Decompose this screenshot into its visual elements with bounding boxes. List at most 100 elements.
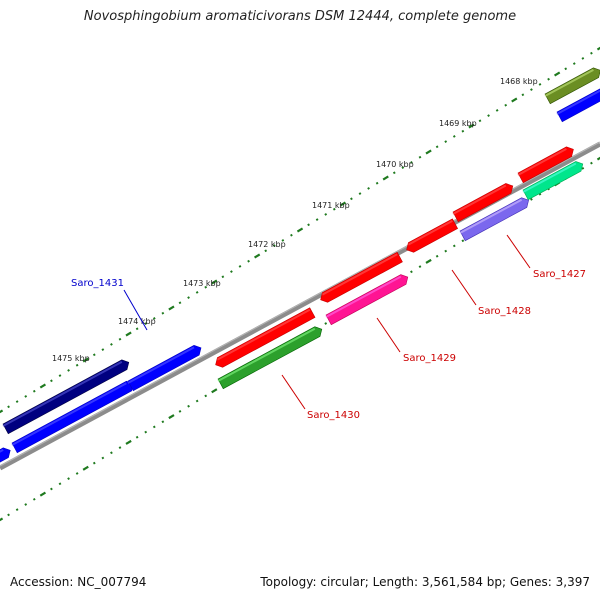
outer-tick xyxy=(211,279,218,285)
outer-tick xyxy=(521,93,525,97)
gene-arrow-green-1430[interactable] xyxy=(217,326,323,390)
inner-tick xyxy=(435,254,439,258)
inner-tick xyxy=(590,161,593,165)
gene-arrow-magenta-1429[interactable] xyxy=(325,274,409,326)
inner-tick xyxy=(101,456,105,460)
map-title: Novosphingobium aromaticivorans DSM 1244… xyxy=(83,9,517,24)
kbp-label-1468: 1468 kbp xyxy=(500,77,538,86)
inner-tick xyxy=(425,258,432,264)
kbp-label-1473: 1473 kbp xyxy=(183,279,221,288)
outer-tick xyxy=(425,149,432,155)
gene-arrow-red-1427b-highlight xyxy=(452,184,507,215)
outer-tick xyxy=(39,383,46,389)
gene-arrow-red-1430-highlight xyxy=(216,308,311,361)
inner-tick xyxy=(161,420,165,424)
inner-tick xyxy=(211,388,218,394)
outer-tick xyxy=(511,97,518,103)
gene-arrow-navy-left[interactable] xyxy=(2,359,130,435)
gene-arrow-red-1429-highlight xyxy=(321,253,398,296)
gene-arrow-green-1430-highlight xyxy=(217,327,316,382)
outer-tick xyxy=(590,51,593,55)
callout-line-saro-1428 xyxy=(451,269,477,306)
gene-arrow-blue-edge[interactable] xyxy=(0,447,11,465)
gene-arrow-olive-highlight xyxy=(544,68,594,97)
kbp-label-1475: 1475 kbp xyxy=(52,354,90,363)
outer-tick xyxy=(495,109,499,112)
gene-arrow-navy-left-highlight xyxy=(2,360,123,427)
gene-label-saro-1428[interactable]: Saro_1428 xyxy=(478,306,531,317)
gene-arrow-blue-right-highlight xyxy=(556,89,600,115)
gene-label-saro-1430[interactable]: Saro_1430 xyxy=(307,410,360,421)
gene-label-saro-1431[interactable]: Saro_1431 xyxy=(71,278,124,289)
gene-arrow-lavender-1428[interactable] xyxy=(459,197,529,242)
outer-tick xyxy=(444,140,448,143)
gene-arrow-red-1428-highlight xyxy=(407,219,453,246)
inner-tick xyxy=(32,497,36,501)
inner-tick xyxy=(152,425,156,429)
outer-tick xyxy=(110,343,113,346)
outer-tick xyxy=(339,201,346,207)
callout-line-saro-1431 xyxy=(123,289,148,331)
outer-tick xyxy=(564,67,568,71)
outer-tick xyxy=(392,171,396,175)
outer-tick xyxy=(221,275,225,279)
outer-tick xyxy=(572,62,576,65)
inner-tick xyxy=(538,192,542,196)
gene-arrow-red-1427a[interactable] xyxy=(517,146,574,184)
inner-tick xyxy=(596,156,600,161)
inner-tick xyxy=(418,265,422,268)
inner-tick xyxy=(58,482,62,486)
inner-tick xyxy=(24,503,28,506)
gene-arrow-magenta-1429-highlight xyxy=(325,275,402,318)
gene-arrow-red-1429[interactable] xyxy=(320,251,403,303)
gene-arrow-lavender-1428-highlight xyxy=(459,198,523,234)
outer-kbp-tick-ring xyxy=(0,46,600,414)
outer-tick xyxy=(101,348,105,351)
inner-tick xyxy=(452,244,456,248)
gene-features xyxy=(0,67,600,465)
outer-tick xyxy=(530,88,533,91)
gene-arrow-blue-1431[interactable] xyxy=(127,345,202,392)
inner-tick xyxy=(82,465,89,471)
outer-tick xyxy=(307,223,310,227)
gene-label-saro-1429[interactable]: Saro_1429 xyxy=(403,353,456,364)
outer-tick xyxy=(118,337,122,341)
outer-tick xyxy=(247,259,250,263)
outer-tick xyxy=(204,285,208,289)
outer-tick xyxy=(468,123,475,129)
outer-tick xyxy=(281,239,285,242)
outer-tick xyxy=(67,369,70,372)
kbp-labels: 1468 kbp 1469 kbp 1470 kbp 1471 kbp 1472… xyxy=(52,77,538,363)
gene-arrow-red-1427b[interactable] xyxy=(452,183,514,223)
gene-arrow-blue-left-highlight xyxy=(11,382,127,446)
inner-tick xyxy=(324,322,328,325)
outer-tick xyxy=(58,374,62,377)
outer-tick xyxy=(161,311,165,315)
gene-arrow-red-1428[interactable] xyxy=(406,218,459,253)
outer-tick xyxy=(461,129,465,133)
outer-tick xyxy=(315,218,319,221)
kbp-label-1471: 1471 kbp xyxy=(312,201,350,210)
inner-tick xyxy=(530,197,533,201)
outer-tick xyxy=(350,197,353,201)
outer-tick xyxy=(418,155,422,159)
inner-tick xyxy=(39,491,46,497)
gene-arrow-aqua-1427[interactable] xyxy=(522,161,584,201)
outer-tick xyxy=(410,161,413,164)
outer-tick xyxy=(452,135,456,138)
gene-arrow-aqua-1427-highlight xyxy=(522,162,577,193)
gene-arrow-red-1430[interactable] xyxy=(215,307,316,368)
gene-callouts: Saro_1427 Saro_1428 Saro_1429 Saro_1430 … xyxy=(71,234,586,421)
gene-arrow-red-1427a-highlight xyxy=(517,147,567,176)
genome-summary-text: Topology: circular; Length: 3,561,584 bp… xyxy=(260,575,590,589)
outer-tick xyxy=(596,46,600,51)
outer-tick xyxy=(92,353,96,357)
gene-label-saro-1427[interactable]: Saro_1427 xyxy=(533,269,586,280)
outer-tick xyxy=(382,175,389,181)
inner-tick xyxy=(178,410,182,413)
outer-tick xyxy=(254,253,261,259)
outer-tick xyxy=(152,317,156,320)
inner-tick xyxy=(0,517,4,522)
inner-tick xyxy=(7,513,10,517)
